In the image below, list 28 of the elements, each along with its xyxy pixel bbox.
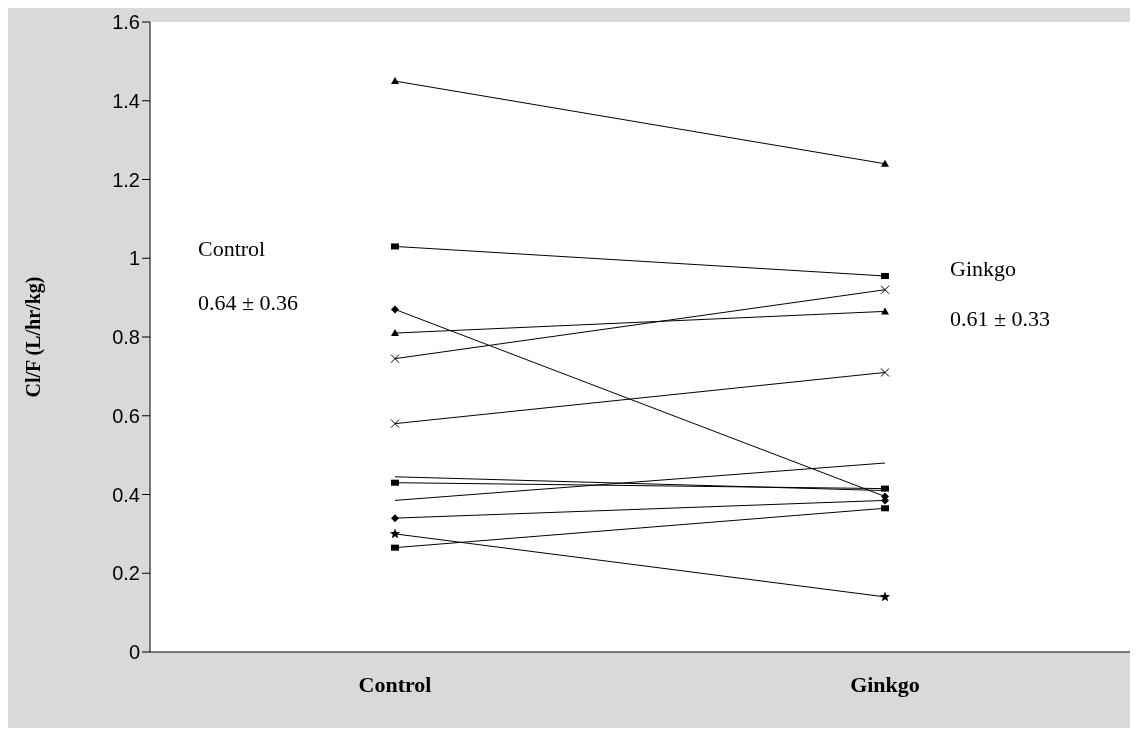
point bbox=[391, 479, 399, 486]
annotation: 0.64 ± 0.36 bbox=[198, 290, 299, 316]
point bbox=[881, 505, 889, 512]
y-tick-label: 0.4 bbox=[112, 483, 140, 506]
point bbox=[880, 285, 890, 295]
y-tick-label: 1.2 bbox=[112, 168, 140, 191]
point bbox=[881, 272, 889, 279]
point bbox=[390, 354, 400, 364]
point bbox=[389, 528, 401, 539]
y-tick-label: 0.8 bbox=[112, 326, 140, 349]
point bbox=[390, 419, 400, 429]
point bbox=[879, 591, 891, 602]
y-axis-title: Cl/F (L/hr/kg) bbox=[22, 276, 46, 398]
annotation: Control bbox=[198, 236, 266, 262]
annotation: 0.61 ± 0.33 bbox=[950, 306, 1051, 332]
y-tick-label: 1.6 bbox=[112, 11, 140, 34]
y-tick-label: 1 bbox=[128, 247, 140, 270]
annotation: Ginkgo bbox=[950, 256, 1016, 282]
y-tick-label: 1.4 bbox=[112, 89, 140, 112]
point bbox=[881, 485, 889, 492]
point bbox=[391, 514, 399, 523]
point bbox=[391, 243, 399, 250]
y-tick-label: 0.2 bbox=[112, 562, 140, 585]
point bbox=[880, 367, 890, 377]
point bbox=[391, 305, 399, 314]
point bbox=[391, 544, 399, 551]
y-tick-label: 0 bbox=[128, 641, 140, 664]
y-tick-label: 0.6 bbox=[112, 404, 140, 427]
